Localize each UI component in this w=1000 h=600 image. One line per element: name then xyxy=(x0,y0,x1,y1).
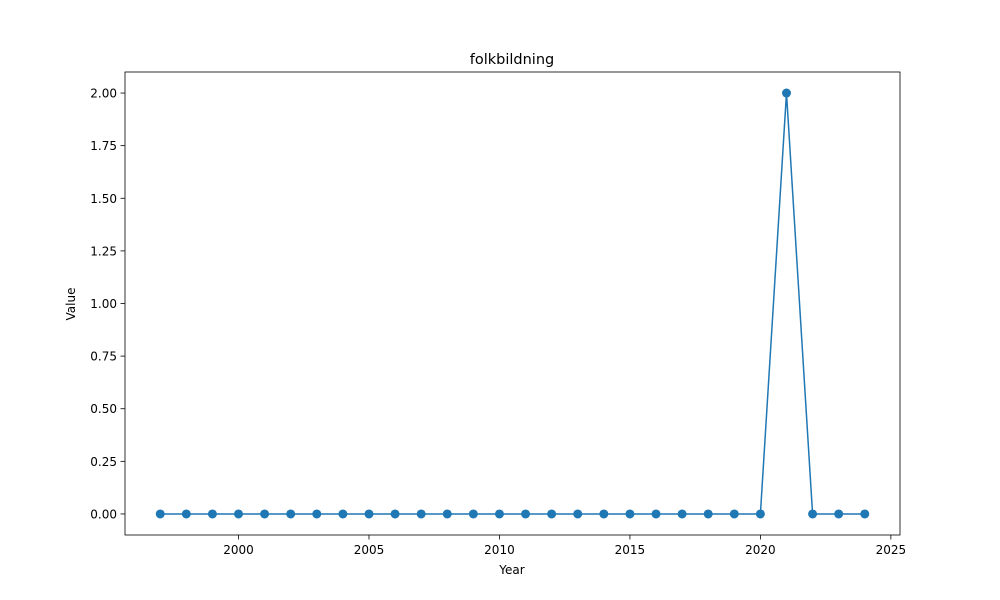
data-point xyxy=(312,509,322,519)
x-tick-label: 2005 xyxy=(354,543,385,557)
data-point xyxy=(834,509,844,519)
x-tick-label: 2025 xyxy=(876,543,907,557)
y-tick-label: 2.00 xyxy=(90,87,117,101)
data-point xyxy=(338,509,348,519)
y-tick-label: 0.50 xyxy=(90,402,117,416)
data-point xyxy=(155,509,165,519)
data-point xyxy=(364,509,374,519)
y-tick-label: 0.25 xyxy=(90,455,117,469)
data-point xyxy=(703,509,713,519)
data-point xyxy=(808,509,818,519)
data-point xyxy=(494,509,504,519)
data-point xyxy=(207,509,217,519)
data-point xyxy=(651,509,661,519)
data-point xyxy=(390,509,400,519)
data-point xyxy=(521,509,531,519)
data-point xyxy=(625,509,635,519)
data-point xyxy=(416,509,426,519)
y-tick-label: 0.75 xyxy=(90,350,117,364)
y-tick-label: 1.25 xyxy=(90,244,117,258)
x-axis-label: Year xyxy=(498,563,524,577)
data-point xyxy=(181,509,191,519)
data-point xyxy=(468,509,478,519)
x-tick-label: 2020 xyxy=(745,543,776,557)
chart-title: folkbildning xyxy=(470,52,554,68)
series-line xyxy=(160,92,865,515)
data-point xyxy=(781,88,791,98)
x-tick-label: 2010 xyxy=(484,543,515,557)
data-point xyxy=(234,509,244,519)
x-tick-label: 2000 xyxy=(223,543,254,557)
y-tick-label: 1.00 xyxy=(90,297,117,311)
plot-area: 2000 2005 2010 2015 2020 2025 0.00 0.25 0.50 0.75… xyxy=(90,71,907,557)
data-point xyxy=(860,509,870,519)
data-point xyxy=(599,509,609,519)
data-point xyxy=(286,509,296,519)
axes-frame xyxy=(124,71,901,536)
y-tick-label: 0.00 xyxy=(90,507,117,521)
x-tick-label: 2015 xyxy=(615,543,646,557)
data-point xyxy=(755,509,765,519)
data-point xyxy=(729,509,739,519)
data-point xyxy=(442,509,452,519)
data-point xyxy=(547,509,557,519)
data-point xyxy=(677,509,687,519)
y-tick-label: 1.50 xyxy=(90,192,117,206)
data-point xyxy=(573,509,583,519)
y-axis-label: Value xyxy=(64,288,78,321)
data-point xyxy=(260,509,270,519)
y-tick-label: 1.75 xyxy=(90,139,117,153)
